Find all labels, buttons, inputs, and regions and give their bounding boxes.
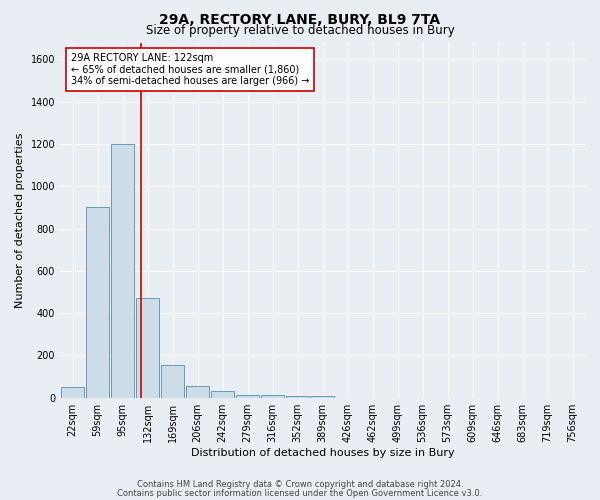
Text: 29A, RECTORY LANE, BURY, BL9 7TA: 29A, RECTORY LANE, BURY, BL9 7TA bbox=[160, 12, 440, 26]
Bar bbox=[86, 208, 109, 398]
Text: 29A RECTORY LANE: 122sqm
← 65% of detached houses are smaller (1,860)
34% of sem: 29A RECTORY LANE: 122sqm ← 65% of detach… bbox=[71, 53, 309, 86]
Bar bbox=[161, 365, 184, 398]
Bar bbox=[261, 394, 284, 398]
Text: Contains public sector information licensed under the Open Government Licence v3: Contains public sector information licen… bbox=[118, 488, 482, 498]
Bar bbox=[236, 394, 259, 398]
Text: Contains HM Land Registry data © Crown copyright and database right 2024.: Contains HM Land Registry data © Crown c… bbox=[137, 480, 463, 489]
Bar bbox=[211, 392, 234, 398]
Bar bbox=[111, 144, 134, 398]
Bar bbox=[136, 298, 159, 398]
Text: Size of property relative to detached houses in Bury: Size of property relative to detached ho… bbox=[146, 24, 454, 37]
X-axis label: Distribution of detached houses by size in Bury: Distribution of detached houses by size … bbox=[191, 448, 454, 458]
Bar bbox=[186, 386, 209, 398]
Bar bbox=[286, 396, 309, 398]
Bar bbox=[311, 396, 334, 398]
Y-axis label: Number of detached properties: Number of detached properties bbox=[15, 132, 25, 308]
Bar bbox=[61, 387, 84, 398]
